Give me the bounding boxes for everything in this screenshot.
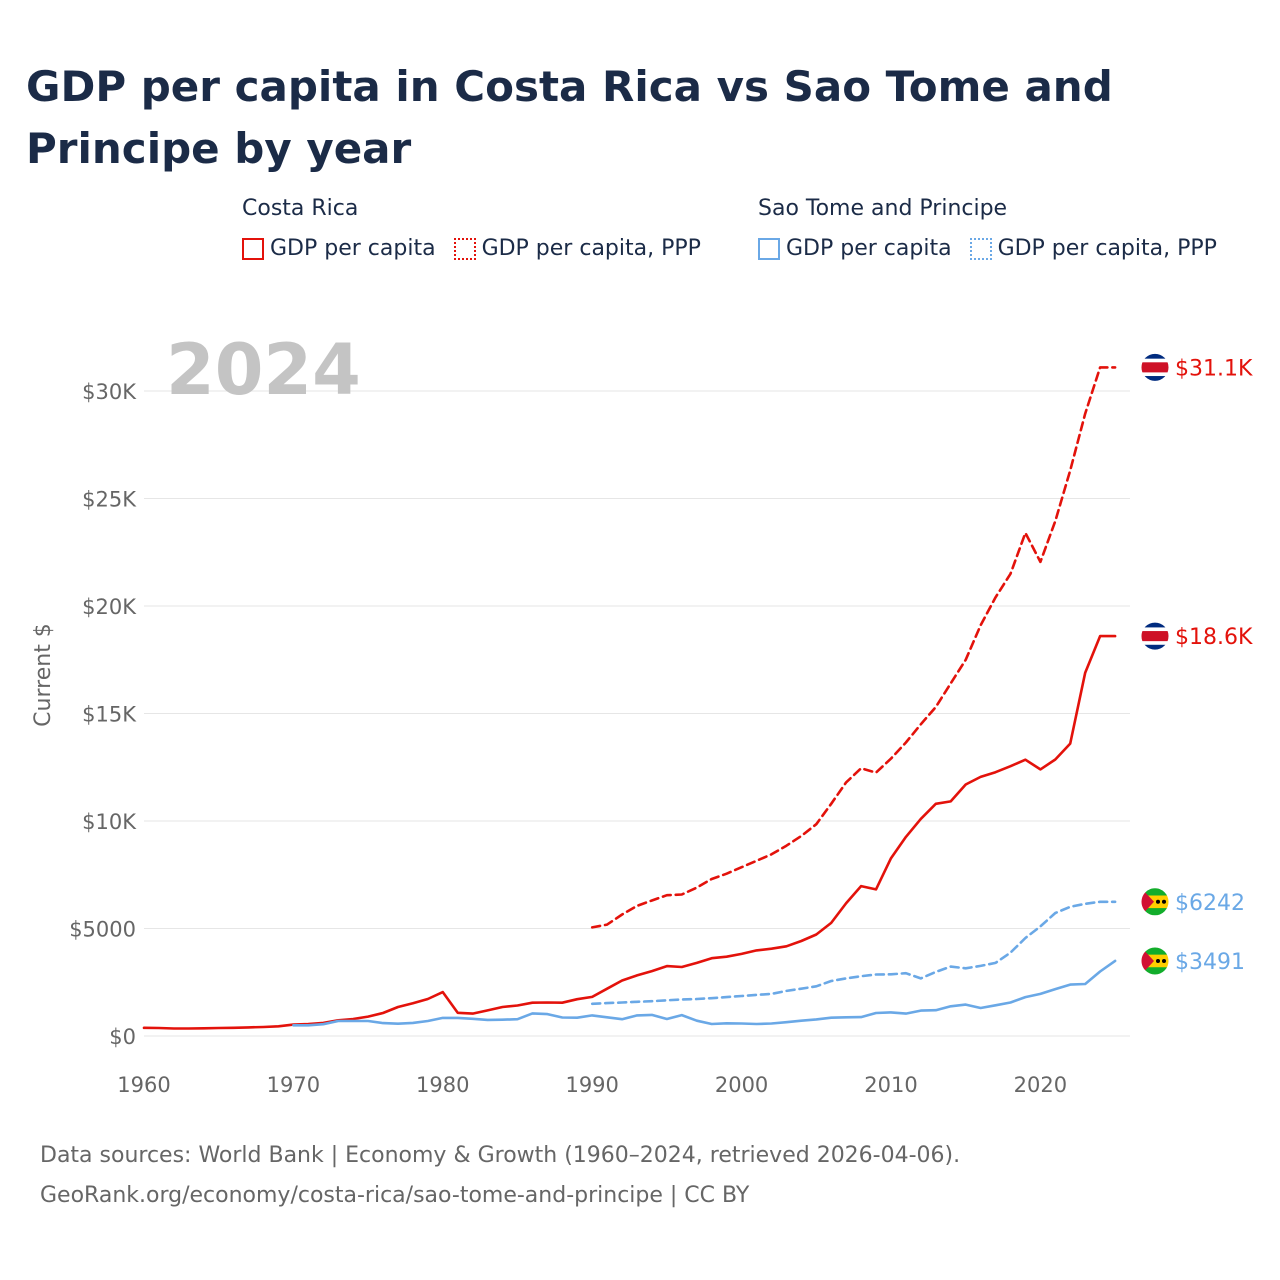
legend-item-sao-tome-gdp-ppp[interactable]: GDP per capita, PPP xyxy=(969,236,1217,261)
x-axis-ticks: 1960 1970 1980 1990 2000 2010 2020 xyxy=(117,1073,1067,1097)
x-tick-label: 1970 xyxy=(267,1073,320,1097)
x-tick-label: 2020 xyxy=(1014,1073,1067,1097)
x-tick-label: 1960 xyxy=(117,1073,170,1097)
x-tick-label: 2010 xyxy=(864,1073,917,1097)
end-value-label: $18.6K xyxy=(1175,625,1253,650)
end-value-label: $6242 xyxy=(1175,891,1245,916)
series-line-1 xyxy=(590,366,1117,929)
y-tick-label: $25K xyxy=(82,488,137,512)
costa-rica-flag-icon xyxy=(1141,353,1169,382)
series-lines xyxy=(142,366,1117,1030)
legend-label: GDP per capita xyxy=(270,236,436,261)
costa-rica-flag-icon xyxy=(1141,622,1169,651)
flag-ring xyxy=(1140,352,1170,382)
legend-swatch-dotted-red xyxy=(453,237,476,260)
y-tick-label: $10K xyxy=(82,810,137,834)
y-axis-title: Current $ xyxy=(31,623,56,727)
chart-title: GDP per capita in Costa Rica vs Sao Tome… xyxy=(26,62,1113,173)
legend-swatch-solid-blue xyxy=(758,237,780,260)
legend-group-sao-tome: Sao Tome and Principe GDP per capita GDP… xyxy=(758,194,1235,261)
y-tick-label: $0 xyxy=(109,1025,136,1049)
x-tick-label: 2000 xyxy=(715,1073,768,1097)
flag-ring xyxy=(1140,887,1170,917)
grid-lines xyxy=(144,390,1130,1037)
legend-group-costa-rica: Costa Rica GDP per capita GDP per capita… xyxy=(242,194,719,261)
legend-item-costa-rica-gdp-ppp[interactable]: GDP per capita, PPP xyxy=(453,236,701,261)
series-line-3 xyxy=(590,900,1117,1006)
legend-swatch-solid-red xyxy=(242,237,264,260)
series-line-2 xyxy=(292,959,1117,1027)
footer: Data sources: World Bank | Economy & Gro… xyxy=(40,1136,960,1216)
y-tick-label: $30K xyxy=(82,380,137,404)
y-tick-label: $5000 xyxy=(69,918,136,942)
x-tick-label: 1980 xyxy=(416,1073,469,1097)
line-chart: 2024 Current $ $0 $5000 $10K $15K $20K $25K $3… xyxy=(31,329,1253,1097)
flag-ring xyxy=(1140,946,1170,976)
y-axis-ticks: $0 $5000 $10K $15K $20K $25K $30K xyxy=(69,380,137,1049)
series-line-0 xyxy=(142,634,1117,1030)
legend-group-title: Costa Rica xyxy=(242,196,359,221)
legend-label: GDP per capita xyxy=(786,236,952,261)
source-url-text: GeoRank.org/economy/costa-rica/sao-tome-… xyxy=(40,1183,750,1208)
legend-label: GDP per capita, PPP xyxy=(481,236,701,261)
legend-label: GDP per capita, PPP xyxy=(997,236,1217,261)
legend-swatch-dotted-blue xyxy=(969,237,992,260)
legend-item-costa-rica-gdp[interactable]: GDP per capita xyxy=(242,236,436,261)
sao-tome-flag-icon xyxy=(1141,887,1169,916)
end-value-label: $3491 xyxy=(1175,950,1245,975)
x-tick-label: 1990 xyxy=(565,1073,618,1097)
legend-item-sao-tome-gdp[interactable]: GDP per capita xyxy=(758,236,952,261)
sao-tome-flag-icon xyxy=(1141,946,1169,975)
year-watermark: 2024 xyxy=(166,329,361,411)
end-labels: $18.6K $31.1K $3491 $6242 xyxy=(1140,352,1253,976)
end-value-label: $31.1K xyxy=(1175,356,1253,381)
y-tick-label: $15K xyxy=(82,703,137,727)
data-sources-text: Data sources: World Bank | Economy & Gro… xyxy=(40,1143,961,1168)
y-tick-label: $20K xyxy=(82,595,137,619)
flag-ring xyxy=(1140,621,1170,651)
legend-group-title: Sao Tome and Principe xyxy=(758,196,1008,221)
